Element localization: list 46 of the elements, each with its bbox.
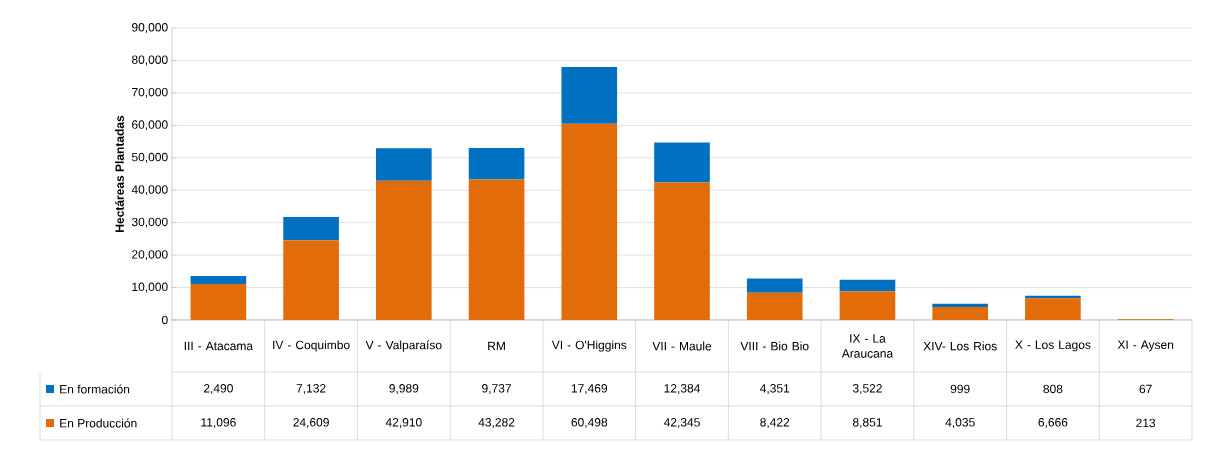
y-tick-label: 20,000 xyxy=(132,250,168,261)
x-tick-label: IV - Coquimbo xyxy=(273,340,350,352)
y-tick-label: 50,000 xyxy=(131,152,168,163)
x-tick-label: VI - O'Higgins xyxy=(551,340,627,352)
data-label: 9,737 xyxy=(482,384,511,394)
data-label: 42,345 xyxy=(663,418,700,428)
x-tick-label: RM xyxy=(488,341,505,351)
data-label: 11,096 xyxy=(201,418,236,428)
data-label: 12,384 xyxy=(664,384,701,394)
data-label: 999 xyxy=(950,384,970,394)
data-label: 3,522 xyxy=(852,384,882,394)
data-label: 42,910 xyxy=(385,418,422,428)
y-axis-title: Hectáreas Plantadas xyxy=(115,115,124,232)
x-tick-label: XI - Aysen xyxy=(1117,340,1174,352)
data-label: 17,469 xyxy=(571,384,608,394)
y-tick-label: 0 xyxy=(161,315,168,325)
data-label: 2,490 xyxy=(203,384,233,394)
data-label: 4,035 xyxy=(945,418,975,428)
data-label: 43,282 xyxy=(478,418,515,428)
y-tick-label: 60,000 xyxy=(132,120,168,131)
x-tick-label: V - Valparaíso xyxy=(365,340,442,352)
x-tick-label: VIII - Bio Bio xyxy=(740,341,809,351)
data-label: 9,989 xyxy=(389,384,419,394)
x-tick-label: VII - Maule xyxy=(652,341,712,351)
x-tick-label: X - Los Lagos xyxy=(1015,340,1091,352)
legend-label: En Producción xyxy=(60,418,137,428)
data-label: 7,132 xyxy=(296,384,326,394)
x-tick-label: III - Atacama xyxy=(184,341,254,351)
x-tick-label: IX - La Araucana xyxy=(841,334,894,358)
data-label: 808 xyxy=(1043,384,1063,394)
data-label: 24,609 xyxy=(293,418,329,428)
data-label: 6,666 xyxy=(1038,418,1068,428)
y-tick-label: 70,000 xyxy=(132,87,168,98)
data-label: 8,851 xyxy=(852,418,882,428)
y-tick-label: 30,000 xyxy=(131,217,168,228)
legend-label: En formación xyxy=(60,384,130,394)
data-label: 60,498 xyxy=(571,418,608,428)
y-tick-label: 90,000 xyxy=(132,23,168,33)
data-label: 67 xyxy=(1139,384,1152,394)
y-tick-label: 40,000 xyxy=(131,185,168,196)
x-tick-label: XIV- Los Rios xyxy=(923,341,997,351)
y-tick-label: 80,000 xyxy=(131,55,168,66)
data-label: 8,422 xyxy=(760,418,790,428)
data-label: 4,351 xyxy=(760,384,790,394)
y-tick-label: 10,000 xyxy=(132,282,168,293)
data-label: 213 xyxy=(1136,418,1156,428)
